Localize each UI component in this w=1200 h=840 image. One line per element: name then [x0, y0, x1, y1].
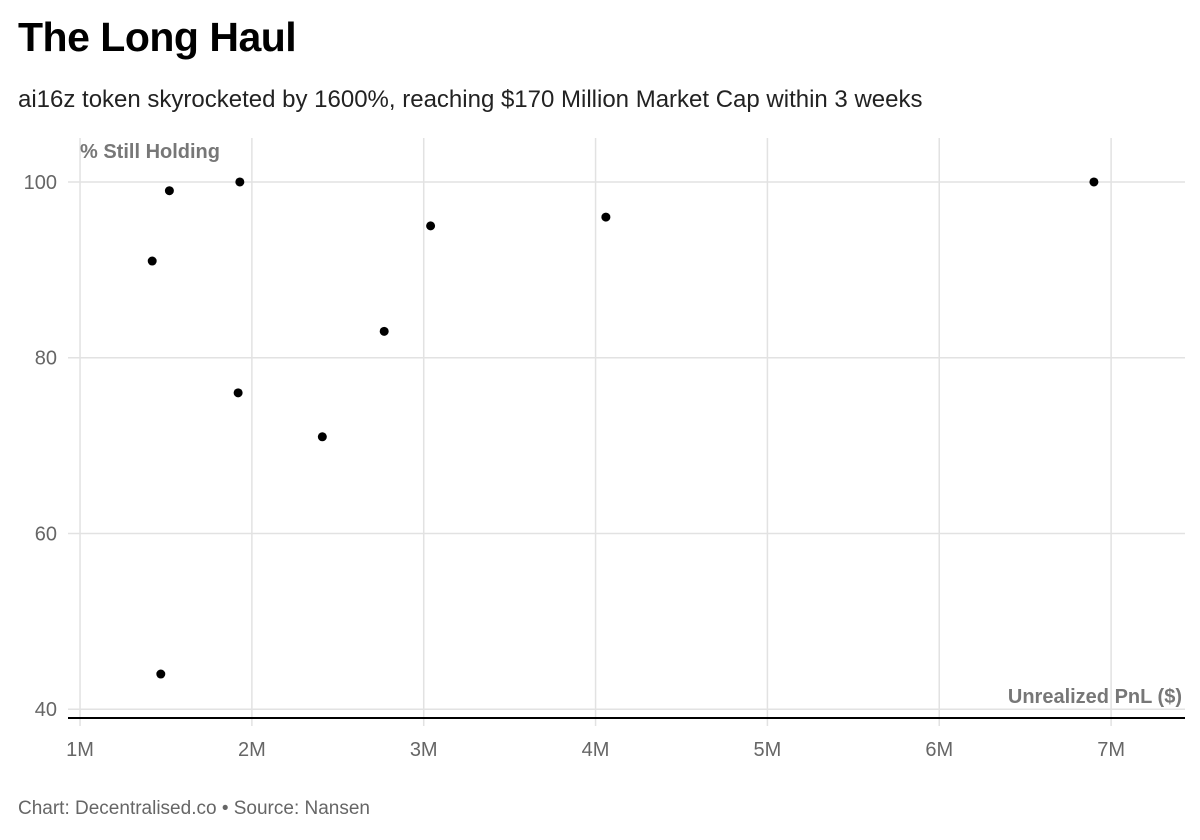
axis-layer: 1M 2M 3M 4M 5M 6M 7M 40 60 80 100 % Still Holding Un…	[24, 141, 1185, 761]
scatter-point	[379, 326, 389, 336]
scatter-point	[235, 177, 245, 187]
x-tick-label: 1M	[66, 739, 94, 761]
x-tick-label: 3M	[410, 739, 438, 761]
x-tick-label: 4M	[582, 739, 610, 761]
scatter-point	[156, 669, 166, 679]
scatter-point	[426, 221, 436, 231]
x-tick-label: 7M	[1097, 739, 1125, 761]
x-tick-label: 5M	[754, 739, 782, 761]
x-tick-label: 6M	[925, 739, 953, 761]
scatter-point	[147, 256, 157, 266]
scatter-point	[317, 432, 327, 442]
scatter-point	[601, 212, 611, 222]
scatter-point	[1089, 177, 1099, 187]
x-axis-title: Unrealized PnL ($)	[1008, 686, 1182, 708]
chart-source-credit: Chart: Decentralised.co • Source: Nansen	[18, 798, 370, 819]
y-axis-title: % Still Holding	[80, 141, 220, 163]
y-tick-label: 60	[35, 523, 57, 545]
y-tick-label: 80	[35, 348, 57, 370]
scatter-point	[233, 388, 243, 398]
y-tick-label: 40	[35, 699, 57, 721]
scatter-point	[164, 186, 174, 196]
chart-title: The Long Haul	[18, 14, 297, 60]
y-tick-label: 100	[24, 172, 57, 194]
chart-subtitle: ai16z token skyrocketed by 1600%, reachi…	[18, 86, 923, 113]
grid-layer	[68, 138, 1185, 726]
points-layer	[147, 177, 1099, 679]
x-tick-label: 2M	[238, 739, 266, 761]
